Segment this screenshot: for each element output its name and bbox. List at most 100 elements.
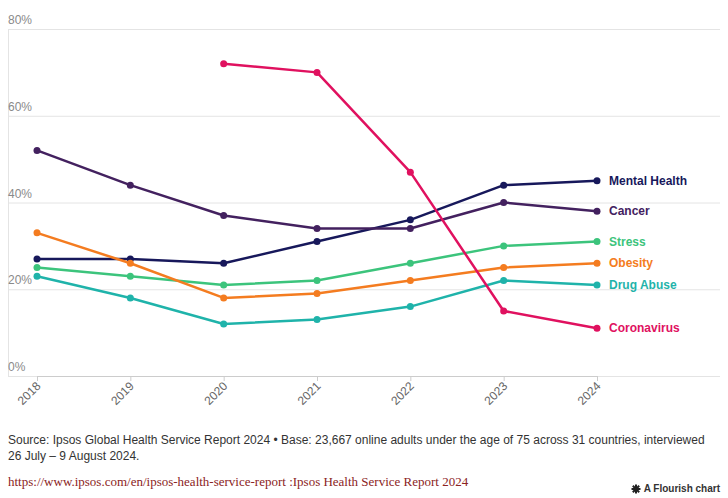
y-tick-label: 80% [8,13,32,27]
series-point [500,182,507,189]
series-label: Cancer [609,204,650,218]
x-tick-mark [224,376,225,381]
series-label: Drug Abuse [609,278,677,292]
x-tick-label: 2022 [388,379,417,408]
series-point [127,260,134,267]
series-labels: Mental Health Cancer Stress Obesity Drug Abu… [609,174,687,335]
x-tick-label: 2020 [201,379,230,408]
y-tick-label: 40% [8,187,32,201]
x-tick-mark [597,376,598,381]
series-point [407,216,414,223]
series-point [220,212,227,219]
series-point [314,69,321,76]
series-point [220,294,227,301]
series-point [500,307,507,314]
credit: A Flourish chart [631,483,720,494]
x-tick-label: 2024 [575,379,604,408]
series-point [594,260,601,267]
x-tick-mark [37,376,38,381]
series-point [407,169,414,176]
series-point [594,325,601,332]
grid-line [8,29,720,30]
x-tick-mark [130,376,131,381]
series-line [37,233,597,298]
series-point [314,238,321,245]
series-point [407,260,414,267]
x-tick: 2023 [481,376,510,408]
grid-line [8,376,720,377]
series-point [220,260,227,267]
series-point [314,316,321,323]
series-point [594,238,601,245]
series-point [34,229,41,236]
series-point [500,277,507,284]
series-point [34,147,41,154]
x-tick: 2021 [295,376,324,408]
series-point [34,264,41,271]
x-tick-label: 2021 [295,379,324,408]
y-tick-label: 20% [8,273,32,287]
series-label: Obesity [609,256,653,270]
x-tick: 2020 [201,376,230,408]
y-axis: 0% 20% 40% 60% 80% [8,13,720,376]
series-point [594,281,601,288]
x-tick-mark [317,376,318,381]
grid-line [8,116,720,117]
source-link: https://www.ipsos.com/en/ipsos-health-se… [8,474,468,490]
y-tick: 40% [8,187,720,203]
series-point [127,273,134,280]
x-tick-label: 2023 [481,379,510,408]
series-point [314,225,321,232]
series-point [500,264,507,271]
series-point [220,281,227,288]
series-point [34,273,41,280]
x-tick-label: 2018 [15,379,44,408]
x-tick: 2022 [388,376,417,408]
x-tick: 2024 [575,376,604,408]
series-point [500,199,507,206]
series-label: Coronavirus [609,321,680,335]
series [220,60,600,332]
series-line [224,64,597,329]
series-point [407,225,414,232]
series-point [407,277,414,284]
x-tick: 2019 [108,376,137,408]
series-point [220,320,227,327]
x-tick: 2018 [15,376,44,408]
series-line [37,181,597,263]
series-label: Stress [609,235,646,249]
series-point [314,277,321,284]
y-tick-label: 60% [8,100,32,114]
credit-icon-stroke [633,485,639,491]
series-point [220,60,227,67]
grid-line [8,203,720,204]
series-point [34,255,41,262]
x-axis: 2018 2019 2020 2021 2022 2023 2024 [15,376,604,408]
y-tick: 80% [8,13,720,29]
credit-icon [631,484,641,494]
series-line [37,150,597,228]
series-point [314,290,321,297]
series-line [37,276,597,324]
series [34,229,601,301]
series [34,177,601,266]
series-point [500,242,507,249]
series-point [407,303,414,310]
series [34,273,601,328]
series-point [127,182,134,189]
chart: 0%20%40%60%80%20182019202020212022202320… [0,0,728,425]
x-tick-mark [504,376,505,381]
x-tick-label: 2019 [108,379,137,408]
credit-text: A Flourish chart [644,483,720,494]
series-label: Mental Health [609,174,687,188]
series-point [127,294,134,301]
source-note: Source: Ipsos Global Health Service Repo… [8,432,720,464]
plot-area [34,60,601,332]
series [34,147,601,232]
series-point [594,177,601,184]
series-point [594,208,601,215]
x-tick-mark [410,376,411,381]
y-tick: 0% [8,360,720,376]
y-tick: 60% [8,100,720,116]
series-line [37,242,597,285]
